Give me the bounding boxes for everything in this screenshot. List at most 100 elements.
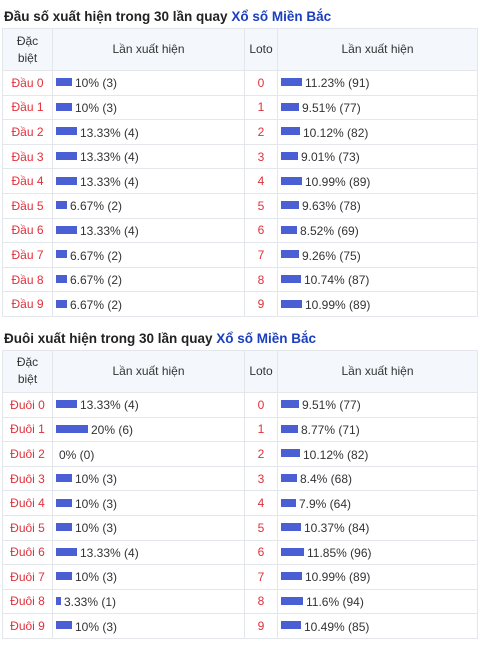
table-row: Đuôi 0 13.33% (4) 0 9.51% (77)	[2, 391, 478, 418]
header-lan-xuat-hien: Lần xuất hiện	[52, 349, 245, 393]
duoi-table: Đặc biệt Lần xuất hiện Loto Lần xuất hiện…	[2, 349, 478, 639]
frequency-value: 13.33% (4)	[80, 545, 139, 560]
row-label: Đầu 8	[2, 266, 53, 293]
table-row: Đuôi 2 0% (0) 2 10.12% (82)	[2, 441, 478, 467]
loto-frequency-value: 10.74% (87)	[304, 272, 370, 287]
loto-frequency-value: 8.4% (68)	[300, 471, 353, 486]
row-label: Đuôi 1	[2, 416, 53, 443]
loto-frequency-value: 10.99% (89)	[305, 297, 371, 312]
count-cell: 13.33% (4)	[52, 391, 245, 418]
loto-frequency-value: 10.99% (89)	[305, 570, 371, 585]
loto-frequency-bar	[281, 250, 299, 259]
table-row: Đầu 0 10% (3) 0 11.23% (91)	[2, 70, 478, 96]
loto-frequency-value: 10.12% (82)	[303, 447, 369, 462]
frequency-bar	[56, 201, 67, 210]
loto-digit: 1	[244, 416, 278, 443]
row-label: Đuôi 2	[2, 441, 53, 467]
frequency-value: 10% (3)	[75, 496, 118, 511]
loto-count-cell: 11.6% (94)	[277, 588, 478, 615]
loto-count-cell: 11.23% (91)	[277, 70, 478, 96]
header-dac-biet: Đặc biệt	[2, 349, 53, 393]
dau-table: Đặc biệt Lần xuất hiện Loto Lần xuất hiện…	[2, 28, 478, 317]
loto-digit: 8	[244, 266, 278, 293]
loto-digit: 4	[244, 490, 278, 516]
row-label: Đuôi 5	[2, 514, 53, 541]
xsmb-link[interactable]: Xổ số Miền Bắc	[216, 330, 317, 346]
loto-count-cell: 8.4% (68)	[277, 465, 478, 492]
frequency-value: 10% (3)	[75, 619, 118, 634]
loto-frequency-bar	[281, 498, 296, 507]
frequency-value: 6.67% (2)	[70, 199, 123, 214]
count-cell: 10% (3)	[52, 465, 245, 492]
frequency-bar	[56, 274, 67, 283]
count-cell: 6.67% (2)	[52, 192, 245, 219]
frequency-value: 10% (3)	[75, 76, 118, 91]
loto-frequency-bar	[281, 572, 302, 581]
dau-section-title: Đầu số xuất hiện trong 30 lần quay Xổ số…	[0, 6, 480, 28]
count-cell: 6.67% (2)	[52, 291, 245, 317]
row-label: Đầu 9	[2, 291, 53, 317]
duoi-section: Đuôi xuất hiện trong 30 lần quay Xổ số M…	[0, 317, 480, 639]
row-label: Đuôi 0	[2, 391, 53, 418]
loto-frequency-bar	[281, 274, 301, 283]
loto-digit: 6	[244, 217, 278, 244]
loto-count-cell: 9.26% (75)	[277, 242, 478, 268]
loto-count-cell: 8.52% (69)	[277, 217, 478, 244]
header-lan-xuat-hien-loto: Lần xuất hiện	[277, 28, 478, 71]
loto-frequency-bar	[281, 78, 302, 87]
count-cell: 13.33% (4)	[52, 119, 245, 145]
table-row: Đầu 4 13.33% (4) 4 10.99% (89)	[2, 168, 478, 194]
loto-count-cell: 9.51% (77)	[277, 94, 478, 121]
loto-count-cell: 9.63% (78)	[277, 192, 478, 219]
table-row: Đuôi 4 10% (3) 4 7.9% (64)	[2, 490, 478, 516]
loto-frequency-value: 10.99% (89)	[305, 174, 371, 189]
loto-count-cell: 8.77% (71)	[277, 416, 478, 443]
count-cell: 0% (0)	[52, 441, 245, 467]
frequency-bar	[56, 621, 72, 630]
row-label: Đầu 4	[2, 168, 53, 194]
row-label: Đuôi 9	[2, 613, 53, 639]
count-cell: 10% (3)	[52, 94, 245, 121]
loto-digit: 9	[244, 291, 278, 317]
loto-frequency-value: 9.51% (77)	[302, 398, 361, 413]
row-label: Đầu 5	[2, 192, 53, 219]
loto-frequency-bar	[281, 523, 301, 532]
table-row: Đầu 3 13.33% (4) 3 9.01% (73)	[2, 143, 478, 170]
header-dac-biet: Đặc biệt	[2, 28, 53, 71]
loto-frequency-value: 11.6% (94)	[306, 594, 364, 609]
table-row: Đầu 2 13.33% (4) 2 10.12% (82)	[2, 119, 478, 145]
loto-frequency-bar	[281, 449, 300, 458]
table-row: Đầu 7 6.67% (2) 7 9.26% (75)	[2, 242, 478, 268]
frequency-value: 13.33% (4)	[80, 223, 139, 238]
loto-digit: 4	[244, 168, 278, 194]
duoi-table-body: Đuôi 0 13.33% (4) 0 9.51% (77) Đuôi 1 20% (6)…	[2, 391, 478, 639]
table-row: Đuôi 8 3.33% (1) 8 11.6% (94)	[2, 588, 478, 615]
xsmb-link[interactable]: Xổ số Miền Bắc	[231, 9, 332, 24]
duoi-title-text: Đuôi xuất hiện trong 30 lần quay	[4, 330, 213, 346]
frequency-value: 13.33% (4)	[80, 174, 139, 189]
frequency-bar	[56, 473, 72, 482]
count-cell: 10% (3)	[52, 514, 245, 541]
count-cell: 3.33% (1)	[52, 588, 245, 615]
frequency-bar	[56, 299, 67, 308]
frequency-value: 20% (6)	[91, 422, 134, 437]
frequency-bar	[56, 498, 72, 507]
frequency-bar	[56, 225, 77, 234]
loto-frequency-value: 10.37% (84)	[304, 521, 370, 536]
frequency-value: 6.67% (2)	[70, 248, 123, 263]
loto-frequency-bar	[281, 201, 299, 210]
header-loto: Loto	[244, 349, 278, 393]
loto-frequency-bar	[281, 299, 302, 308]
frequency-value: 13.33% (4)	[80, 149, 139, 164]
row-label: Đầu 2	[2, 119, 53, 145]
table-row: Đuôi 6 13.33% (4) 6 11.85% (96)	[2, 539, 478, 566]
loto-frequency-bar	[281, 596, 303, 605]
frequency-bar	[56, 547, 77, 556]
count-cell: 13.33% (4)	[52, 168, 245, 194]
loto-frequency-bar	[281, 400, 299, 409]
frequency-value: 6.67% (2)	[70, 297, 123, 312]
count-cell: 13.33% (4)	[52, 539, 245, 566]
frequency-bar	[56, 523, 72, 532]
loto-frequency-bar	[281, 151, 298, 160]
loto-count-cell: 10.99% (89)	[277, 564, 478, 590]
